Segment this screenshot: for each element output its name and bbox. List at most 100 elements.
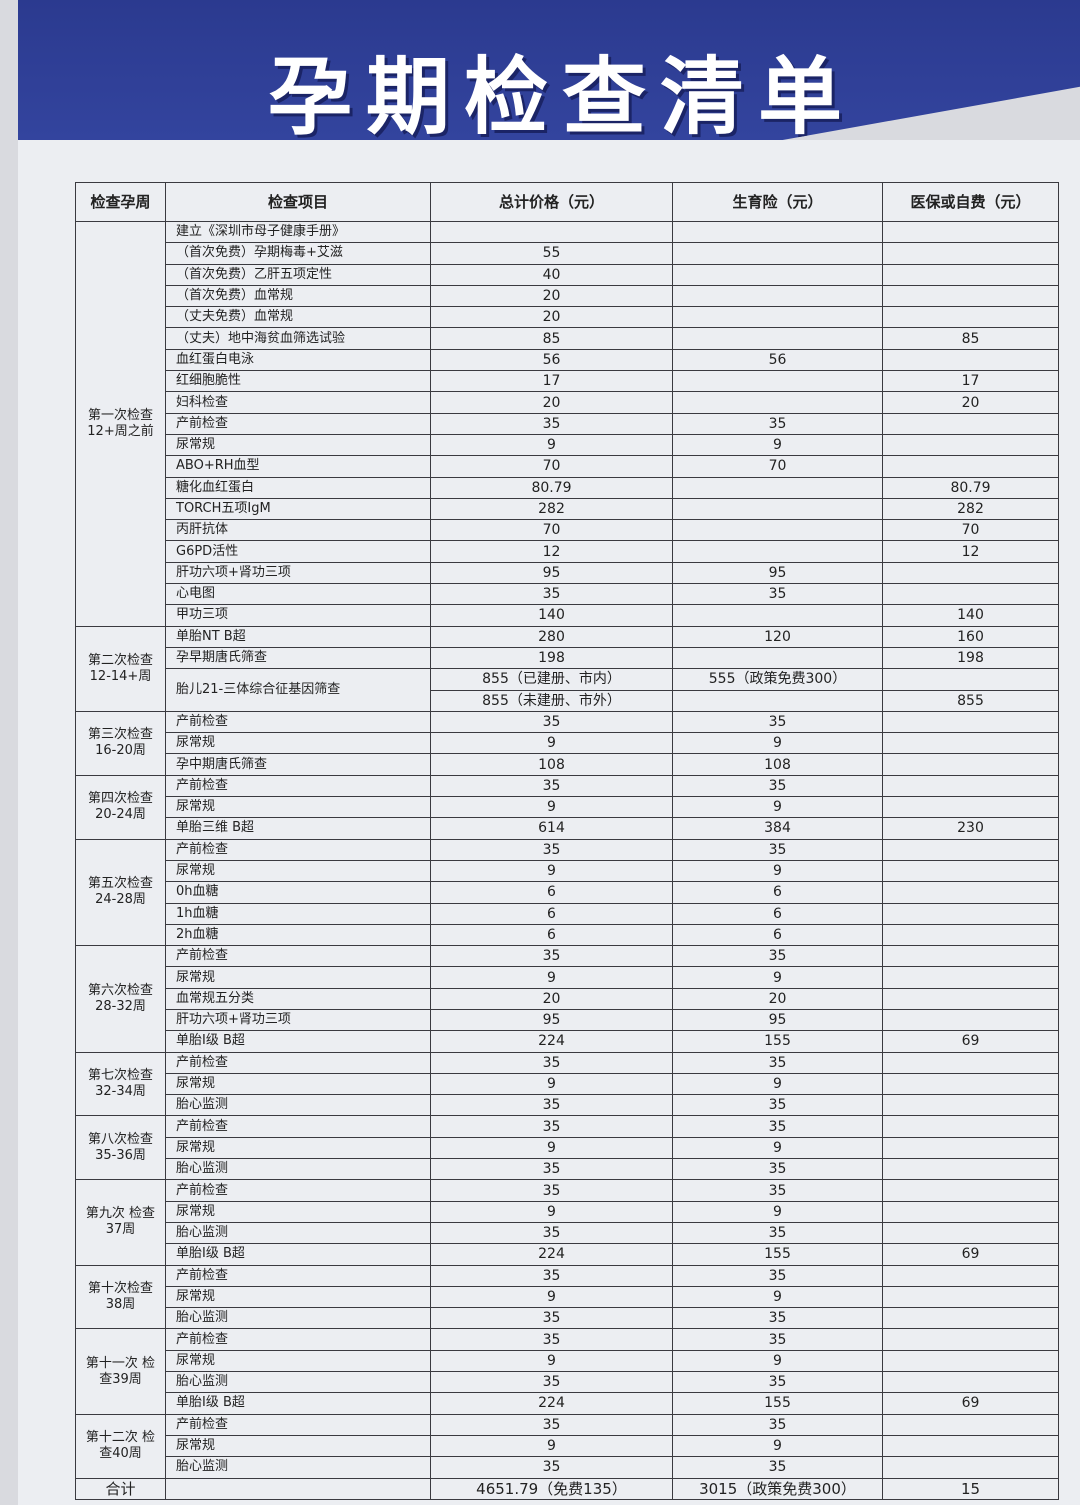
birth-insurance: 35: [672, 1307, 883, 1330]
birth-insurance: 35: [672, 1413, 883, 1436]
total-price: 9: [430, 1072, 673, 1096]
birth-insurance: 35: [672, 412, 883, 435]
table-row: 第三次检查 16-20周 产前检查 35 35: [75, 710, 1059, 776]
table-row: 胎心监测 35 35: [76, 1307, 1059, 1330]
table-row: 855（未建册、市外） 855: [76, 689, 1059, 712]
item-name: 红细胞脆性: [165, 370, 431, 393]
table-row: 单胎三维 B超 614 384 230: [76, 817, 1059, 840]
item-name: 尿常规: [165, 1434, 431, 1458]
total-price: 9: [430, 966, 673, 989]
medical-self: [882, 242, 1059, 265]
medical-self: [882, 433, 1059, 457]
item-name: （首次免费）乙肝五项定性: [165, 263, 431, 286]
table-row: 单胎Ⅰ级 B超 224 155 69: [76, 1392, 1059, 1415]
table-row: 尿常规 9 9: [76, 1285, 1059, 1309]
birth-insurance: [672, 476, 883, 499]
table-row: 红细胞脆性 17 17: [76, 370, 1059, 393]
table-row: 1h血糖 6 6: [76, 902, 1059, 925]
birth-insurance: [672, 327, 883, 350]
table-row: （首次免费）孕期梅毒+艾滋 55: [76, 242, 1059, 265]
total-price: 85: [430, 327, 673, 350]
birth-insurance: 35: [672, 1158, 883, 1181]
medical-self: [882, 710, 1059, 734]
birth-insurance: [672, 604, 883, 627]
medical-self: [882, 1094, 1059, 1117]
total-price: 12: [430, 540, 673, 563]
birth-insurance: 35: [672, 838, 883, 861]
table-row: 尿常规 9 9: [76, 859, 1059, 883]
item-name: 0h血糖: [165, 881, 431, 904]
period-cell: 第九次 检查37周: [75, 1179, 166, 1266]
table-row: 胎心监测 35 35: [76, 1094, 1059, 1117]
table-row: 心电图 35 35: [76, 583, 1059, 606]
birth-insurance: 155: [672, 1030, 883, 1053]
total-price: 35: [430, 1051, 673, 1074]
table-row: 第四次检查 20-24周 产前检查 35 35: [75, 774, 1059, 840]
page-title: 孕期检查清单: [268, 48, 857, 146]
total-price: 40: [430, 263, 673, 286]
total-price: 9: [430, 433, 673, 457]
total-medical-self: 15: [882, 1477, 1059, 1500]
table-row: 第十次检查 38周 产前检查 35 35: [75, 1264, 1059, 1330]
medical-self: [882, 753, 1059, 776]
birth-insurance: [672, 242, 883, 265]
medical-self: [882, 1349, 1059, 1373]
table-row: 2h血糖 6 6: [76, 923, 1059, 947]
item-name: 尿常规: [165, 1285, 431, 1309]
item-name: 单胎Ⅰ级 B超: [165, 1243, 431, 1266]
item-name: 尿常规: [165, 1136, 431, 1160]
table-row: （首次免费）乙肝五项定性 40: [76, 263, 1059, 286]
birth-insurance: 9: [672, 1434, 883, 1458]
total-price: 35: [430, 1413, 673, 1436]
item-name: 丙肝抗体: [165, 519, 431, 542]
birth-insurance: 9: [672, 966, 883, 989]
table-row: 单胎Ⅰ级 B超 224 155 69: [76, 1030, 1059, 1053]
total-price: 35: [430, 1264, 673, 1287]
total-price: 35: [430, 1094, 673, 1117]
item-name: 甲功三项: [165, 604, 431, 627]
item-name: 产前检查: [165, 1328, 431, 1351]
total-price: 6: [430, 902, 673, 925]
birth-insurance: 35: [672, 774, 883, 798]
header-total-price: 总计价格（元）: [430, 182, 673, 222]
total-price: 20: [430, 284, 673, 308]
table-row: 胎心监测 35 35: [76, 1158, 1059, 1181]
total-price: 20: [430, 306, 673, 329]
total-birth-insurance: 3015（政策免费300）: [672, 1477, 883, 1500]
total-price: 9: [430, 859, 673, 883]
total-price: 35: [430, 1307, 673, 1330]
medical-self: 230: [882, 817, 1059, 840]
total-price: 140: [430, 604, 673, 627]
item-name: 产前检查: [165, 1179, 431, 1202]
item-name: 胎心监测: [165, 1158, 431, 1181]
total-price: 20: [430, 391, 673, 414]
medical-self: [882, 966, 1059, 989]
total-price: 9: [430, 1434, 673, 1458]
birth-insurance: [672, 263, 883, 286]
medical-self: [882, 774, 1059, 798]
medical-self: [882, 263, 1059, 286]
period-cell: 第十次检查 38周: [75, 1264, 166, 1330]
total-price: 35: [430, 1328, 673, 1351]
table-row: 产前检查 35 35: [76, 412, 1059, 435]
birth-insurance: 9: [672, 1072, 883, 1096]
table-row: 尿常规 9 9: [76, 732, 1059, 755]
total-price: 20: [430, 987, 673, 1010]
birth-insurance: 9: [672, 433, 883, 457]
total-price: 35: [430, 1179, 673, 1202]
item-name: 尿常规: [165, 732, 431, 755]
item-name: 单胎Ⅰ级 B超: [165, 1392, 431, 1415]
birth-insurance: 120: [672, 625, 883, 648]
birth-insurance: 95: [672, 561, 883, 585]
total-price: 108: [430, 753, 673, 776]
item-name: 1h血糖: [165, 902, 431, 925]
table-row: 第七次检查 32-34周 产前检查 35 35: [75, 1051, 1059, 1117]
total-price: 70: [430, 519, 673, 542]
birth-insurance: 35: [672, 1115, 883, 1138]
table-row: 孕早期唐氏筛查 198 198: [76, 646, 1059, 670]
item-name: 单胎Ⅰ级 B超: [165, 1030, 431, 1053]
medical-self: [882, 881, 1059, 904]
period-cell: 第十一次 检查39周: [75, 1328, 166, 1415]
total-price: 35: [430, 1456, 673, 1479]
medical-self: [882, 306, 1059, 329]
